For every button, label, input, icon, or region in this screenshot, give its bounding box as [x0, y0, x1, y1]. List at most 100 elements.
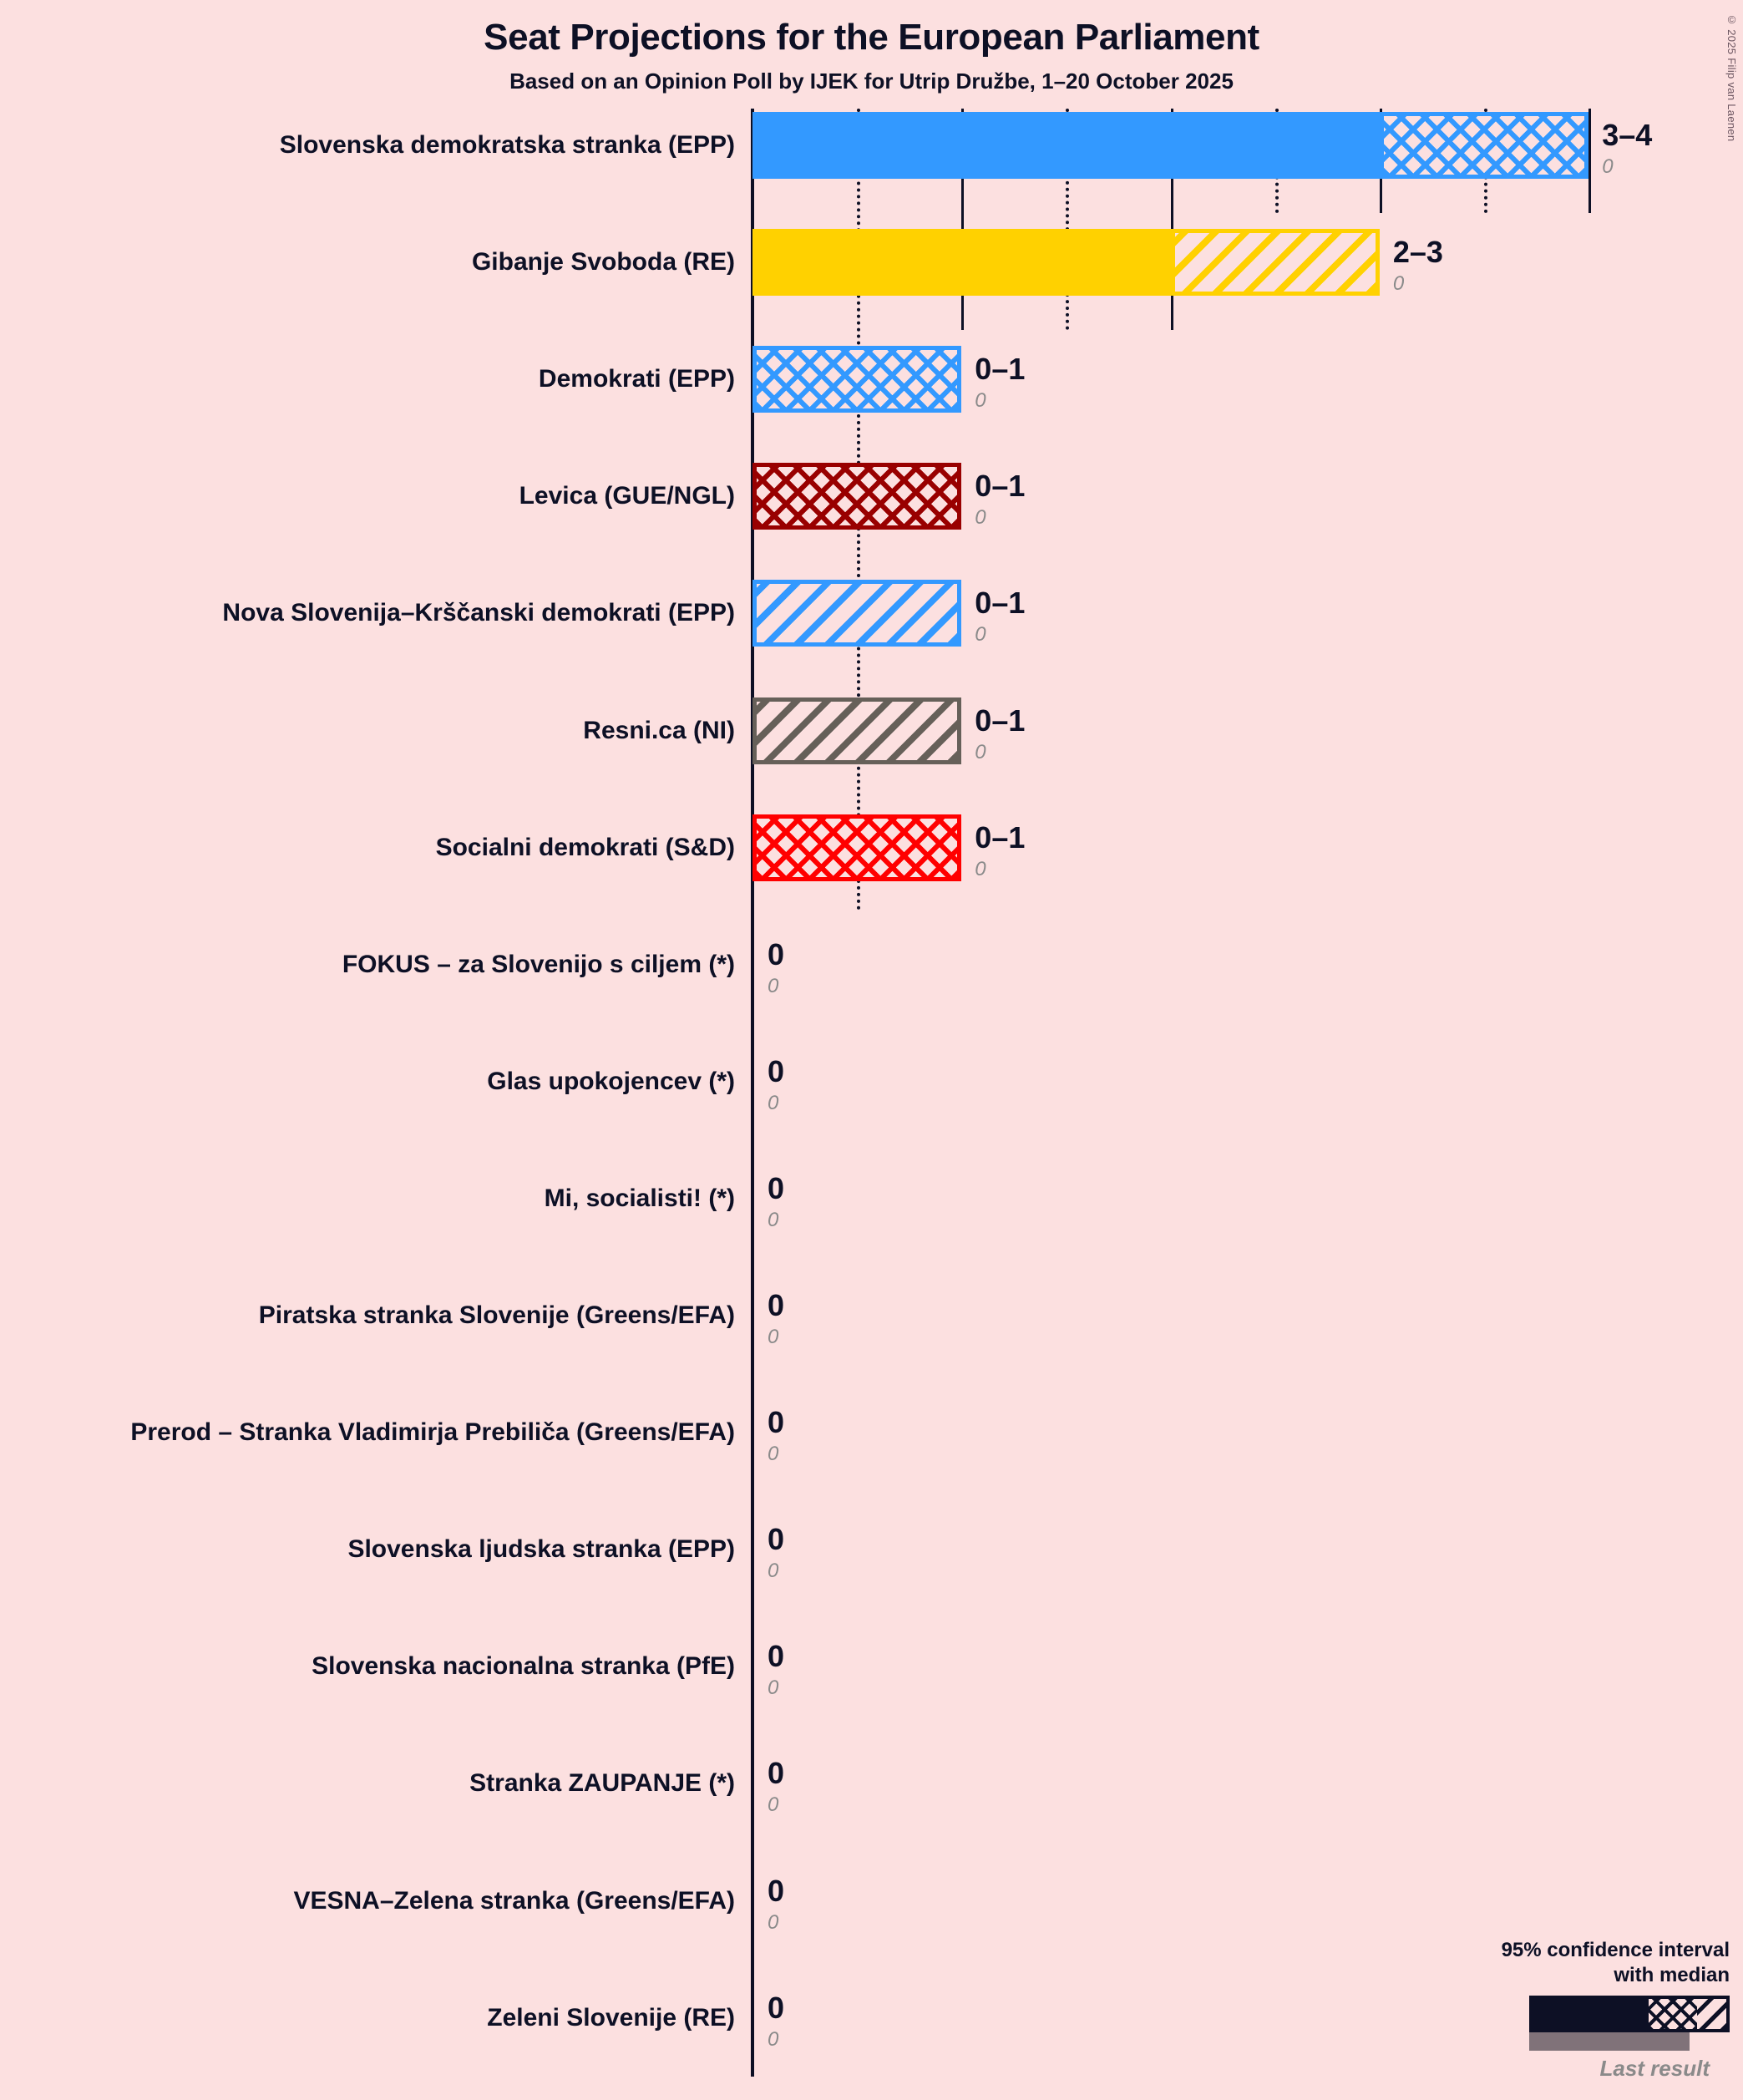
last-result-value: 0: [975, 389, 986, 413]
last-result-value: 0: [975, 506, 986, 530]
last-result-value: 0: [768, 1208, 779, 1231]
last-result-value: 0: [768, 1793, 779, 1817]
party-label: Mi, socialisti! (*): [544, 1184, 735, 1212]
chart-row: Stranka ZAUPANJE (*) 0 0: [0, 1750, 1743, 1817]
legend-last-result-label: Last result: [1599, 2056, 1710, 2081]
projected-seats-value: 0–1: [975, 352, 1026, 387]
bar-segment-median: [752, 112, 1380, 179]
projected-seats-value: 0: [768, 1288, 785, 1322]
row-value-block: 0–1 0: [975, 588, 1025, 645]
projected-seats-value: 0–1: [975, 703, 1026, 738]
chart-row: Levica (GUE/NGL) 0–1 0: [0, 463, 1743, 530]
chart-subtitle: Based on an Opinion Poll by IJEK for Utr…: [509, 68, 1234, 94]
legend-segment-crosshatch: [1649, 1999, 1698, 2029]
confidence-interval-bar: [752, 463, 962, 530]
bar-segment-crosshatch: [752, 814, 962, 881]
projected-seats-value: 2–3: [1392, 235, 1443, 270]
party-label: Zeleni Slovenije (RE): [487, 2003, 735, 2032]
last-result-value: 0: [768, 1443, 779, 1466]
party-label: Stranka ZAUPANJE (*): [469, 1769, 735, 1798]
party-label: VESNA–Zelena stranka (Greens/EFA): [293, 1886, 735, 1915]
confidence-interval-bar: [752, 580, 962, 647]
bar-segment-diagonal: [1170, 229, 1380, 297]
y-axis-line: [751, 109, 754, 2077]
bar-segment-crosshatch: [752, 463, 962, 530]
chart-header: Seat Projections for the European Parlia…: [0, 0, 1743, 94]
party-label: FOKUS – za Slovenijo s ciljem (*): [342, 950, 735, 978]
confidence-interval-bar: [752, 814, 962, 881]
confidence-interval-bar: [752, 229, 1380, 297]
gridline-solid-1: [961, 109, 965, 330]
last-result-value: 0: [768, 1560, 779, 1583]
last-result-value: 0: [975, 857, 986, 880]
bar-segment-diagonal: [752, 580, 962, 647]
party-label: Resni.ca (NI): [583, 716, 735, 744]
projected-seats-value: 0–1: [975, 469, 1026, 504]
bar-segment-median: [752, 229, 1171, 297]
gridline-solid-2: [1170, 109, 1173, 330]
confidence-interval-bar: [752, 112, 1589, 179]
legend-caption-line2: with median: [1614, 1963, 1730, 1986]
last-result-value: 0: [768, 1091, 779, 1114]
row-value-block: 3–4 0: [1602, 120, 1652, 177]
legend-segment-median: [1533, 1999, 1649, 2029]
chart-row: Slovenska demokratska stranka (EPP) 3–4 0: [0, 112, 1743, 179]
party-label: Gibanje Svoboda (RE): [471, 248, 735, 276]
projected-seats-value: 0: [768, 1990, 785, 2025]
chart-row: Slovenska nacionalna stranka (PfE) 0 0: [0, 1633, 1743, 1700]
projected-seats-value: 0–1: [975, 586, 1026, 621]
bar-segment-diagonal: [752, 697, 962, 764]
chart-row: Socialni demokrati (S&D) 0–1 0: [0, 814, 1743, 881]
chart-row: Nova Slovenija–Krščanski demokrati (EPP)…: [0, 580, 1743, 647]
bar-segment-crosshatch: [1379, 112, 1589, 179]
party-label: Glas upokojencev (*): [487, 1067, 735, 1095]
chart-row: Piratska stranka Slovenije (Greens/EFA) 0…: [0, 1282, 1743, 1349]
legend-ci-bar: [1529, 1996, 1730, 2032]
confidence-interval-bar: [752, 697, 962, 764]
confidence-interval-bar: [752, 346, 962, 413]
last-result-value: 0: [975, 623, 986, 647]
last-result-value: 0: [768, 2027, 779, 2051]
last-result-value: 0: [1602, 155, 1614, 178]
legend-caption: 95% confidence interval with median: [1454, 1938, 1730, 1987]
row-value-block: 0–1 0: [975, 819, 1026, 880]
bar-segment-crosshatch: [752, 346, 962, 413]
last-result-value: 0: [768, 1676, 779, 1700]
chart-row: VESNA–Zelena stranka (Greens/EFA) 0 0: [0, 1868, 1743, 1935]
page-title: Seat Projections for the European Parlia…: [484, 17, 1259, 58]
legend-caption-line1: 95% confidence interval: [1501, 1939, 1730, 1962]
gridline-solid-4: [1588, 109, 1592, 213]
party-label: Prerod – Stranka Vladimirja Prebiliča (G…: [130, 1418, 735, 1447]
chart-row: Demokrati (EPP) 0–1 0: [0, 346, 1743, 413]
legend: 95% confidence interval with median Last…: [1454, 1938, 1730, 2082]
projected-seats-value: 0: [768, 1639, 785, 1674]
last-result-value: 0: [975, 740, 986, 763]
projected-seats-value: 0: [768, 1873, 785, 1908]
copyright-notice: © 2025 Filip van Laenen: [1725, 13, 1738, 142]
chart-row: Slovenska ljudska stranka (EPP) 0 0: [0, 1516, 1743, 1583]
row-value-block: 0–1 0: [975, 471, 1025, 528]
last-result-value: 0: [768, 1326, 779, 1348]
party-label: Slovenska ljudska stranka (EPP): [347, 1535, 735, 1564]
chart-row: Resni.ca (NI) 0–1 0: [0, 697, 1743, 764]
projected-seats-value: 0–1: [975, 819, 1026, 855]
party-label: Socialni demokrati (S&D): [435, 833, 735, 861]
row-value-block: 0–1 0: [975, 354, 1025, 411]
chart-row: Gibanje Svoboda (RE) 2–3 0: [0, 229, 1743, 297]
projected-seats-value: 0: [768, 1053, 785, 1088]
party-label: Nova Slovenija–Krščanski demokrati (EPP): [222, 599, 735, 627]
party-label: Demokrati (EPP): [538, 365, 735, 393]
projected-seats-value: 0: [768, 1522, 785, 1557]
chart-row: Glas upokojencev (*) 0 0: [0, 1048, 1743, 1115]
last-result-value: 0: [768, 1910, 779, 1934]
